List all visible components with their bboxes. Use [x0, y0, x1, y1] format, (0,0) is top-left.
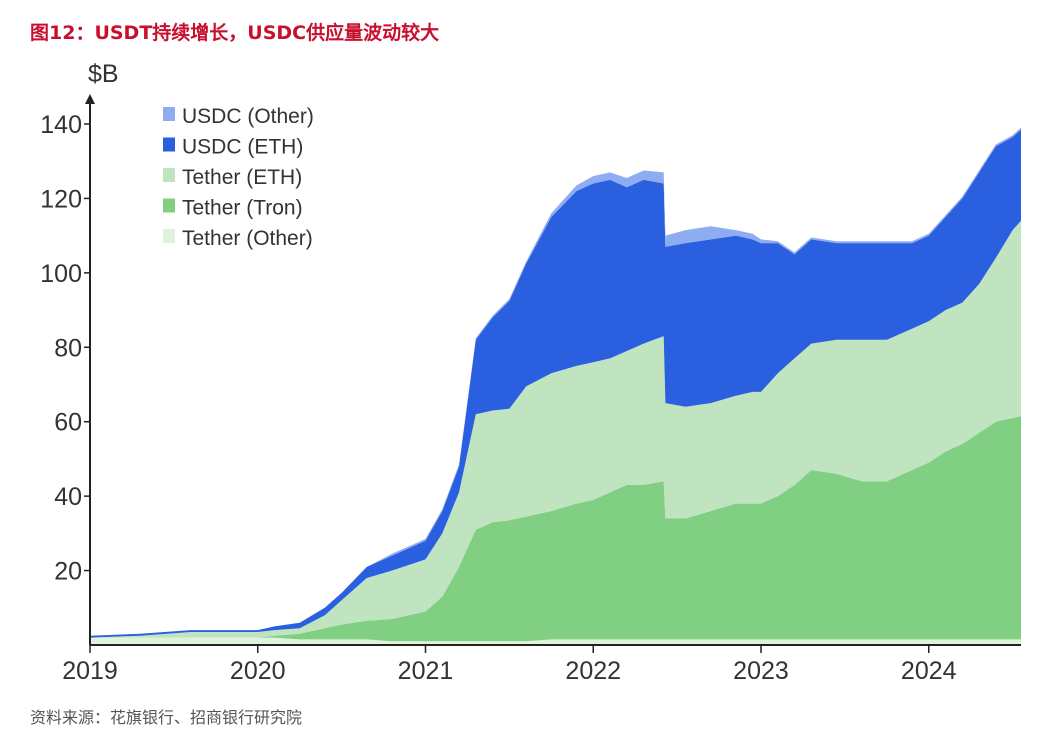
legend-label: Tether (ETH) — [182, 166, 302, 189]
y-tick-label: 20 — [54, 558, 82, 586]
x-tick-label: 2022 — [565, 657, 621, 685]
y-tick-label: 140 — [40, 111, 82, 139]
x-tick-label: 2023 — [733, 657, 789, 685]
y-tick-label: 80 — [54, 334, 82, 362]
y-axis-arrow-icon — [85, 94, 95, 104]
figure-title: 图12：USDT持续增长，USDC供应量波动较大 — [30, 22, 440, 44]
axes — [85, 94, 1021, 646]
y-tick-label: 100 — [40, 260, 82, 288]
legend-label: Tether (Other) — [182, 227, 313, 250]
area-series-tether-other — [90, 637, 1021, 645]
legend-label: USDC (ETH) — [182, 136, 303, 159]
tick-group: 20 40 60 80 100 120 140 2019 2020 2021 2022 2023 202… — [40, 111, 956, 685]
legend-swatch — [163, 198, 175, 213]
y-unit-label: $B — [88, 60, 119, 88]
legend-label: Tether (Tron) — [182, 197, 303, 220]
legend-swatch — [163, 168, 175, 182]
area-series-tether-eth — [90, 220, 1021, 638]
y-tick-label: 120 — [40, 185, 82, 213]
legend-label: USDC (Other) — [182, 105, 314, 128]
area-series-usdc-eth — [90, 129, 1021, 638]
area-series-tether-tron — [90, 416, 1021, 642]
x-tick-label: 2021 — [398, 657, 454, 685]
x-tick-label: 2024 — [901, 657, 957, 685]
x-tick-label: 2020 — [230, 657, 286, 685]
y-tick-label: 60 — [54, 409, 82, 437]
figure-source: 资料来源：花旗银行、招商银行研究院 — [30, 708, 303, 727]
x-tick-label: 2019 — [62, 657, 118, 685]
legend-swatch — [163, 107, 175, 121]
legend-swatch — [163, 229, 175, 243]
legend-swatch — [163, 137, 175, 152]
area-layers — [90, 127, 1021, 645]
legend: USDC (Other) USDC (ETH) Tether (ETH) Tether… — [163, 105, 314, 250]
y-tick-label: 40 — [54, 483, 82, 511]
